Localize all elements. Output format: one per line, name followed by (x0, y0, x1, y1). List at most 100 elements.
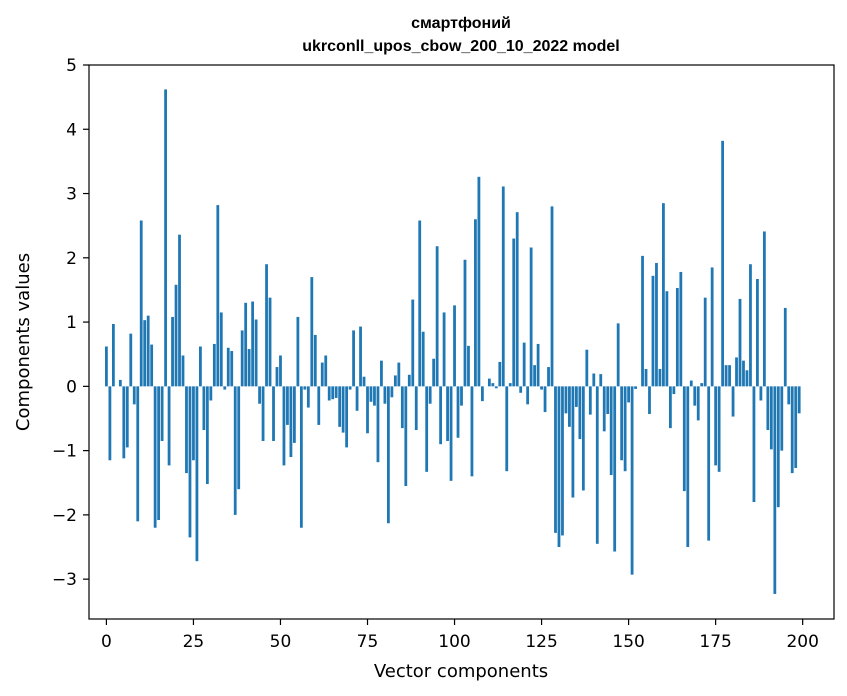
bar (240, 330, 244, 387)
x-tick-label: 200 (786, 632, 818, 652)
bar (731, 386, 735, 417)
bar (390, 386, 394, 398)
bar (630, 386, 634, 575)
bar (783, 307, 787, 387)
bar (324, 355, 328, 387)
plot-frame (88, 64, 835, 620)
bar (759, 386, 763, 401)
bar (470, 386, 474, 477)
x-tick-label: 0 (101, 632, 112, 652)
bar (205, 386, 209, 485)
bar (209, 386, 213, 401)
bar (212, 343, 216, 387)
bar (752, 386, 756, 503)
bar (366, 386, 369, 434)
bar (261, 386, 265, 441)
bar (655, 262, 658, 387)
bar (616, 323, 620, 387)
bar (320, 362, 324, 387)
y-tick-label: 2 (66, 249, 77, 269)
bars-group (105, 89, 801, 594)
bar (641, 255, 644, 387)
bar (602, 386, 606, 432)
bar (609, 386, 613, 476)
bar (550, 206, 554, 387)
y-tick-label: −1 (52, 442, 77, 462)
bar (185, 386, 188, 474)
bar (237, 386, 241, 490)
bar (588, 386, 592, 415)
bar (585, 349, 589, 387)
bar (703, 297, 707, 387)
bar (275, 367, 279, 387)
x-tick-label: 75 (357, 632, 379, 652)
bar (515, 212, 519, 387)
bar (289, 386, 293, 458)
bar (769, 386, 773, 450)
bar (634, 386, 637, 389)
bar (651, 275, 655, 387)
y-tick-label: 3 (66, 185, 77, 205)
bar (397, 362, 401, 387)
bar (780, 386, 784, 451)
bar (414, 386, 418, 431)
bar (794, 386, 798, 468)
bar (581, 386, 585, 491)
bar (331, 386, 335, 400)
bar (474, 219, 477, 387)
bar (498, 361, 502, 387)
bar (132, 386, 136, 405)
bar (160, 386, 164, 441)
y-tick-label: 5 (66, 56, 77, 76)
bar (188, 386, 192, 538)
bar (714, 386, 718, 466)
bar (164, 89, 167, 387)
bar (571, 386, 575, 498)
bar (519, 386, 523, 393)
bar (345, 386, 349, 448)
bar (125, 386, 129, 448)
bar (171, 316, 174, 387)
bar (529, 247, 533, 387)
bar (672, 386, 676, 395)
bar (299, 386, 303, 528)
bar (665, 291, 669, 387)
bar (477, 176, 481, 387)
bar (425, 386, 429, 472)
bar (355, 386, 359, 411)
bar (564, 386, 568, 414)
bar (481, 386, 484, 402)
bar (707, 386, 711, 541)
bar (494, 386, 498, 389)
bar (797, 386, 801, 414)
bar (787, 386, 791, 405)
bar (279, 355, 282, 387)
bar (658, 368, 662, 387)
bar (689, 380, 693, 387)
bar (662, 203, 665, 387)
bar (682, 386, 686, 492)
bar (418, 220, 422, 387)
bar (543, 386, 547, 413)
bar (268, 297, 272, 387)
bar (721, 140, 724, 387)
bar (146, 315, 150, 387)
bar (348, 386, 352, 390)
bar (380, 360, 383, 387)
bar (272, 386, 275, 441)
bar (400, 386, 404, 429)
bar (745, 370, 749, 387)
bar (456, 386, 460, 438)
bar (167, 386, 171, 466)
bar (592, 373, 596, 387)
bar (341, 386, 345, 433)
bar (453, 305, 456, 387)
bar (199, 346, 202, 387)
bar (226, 347, 230, 387)
bar (679, 271, 683, 387)
bar (595, 386, 599, 544)
bar (216, 205, 220, 387)
y-tick-label: 4 (66, 120, 77, 140)
bar (174, 284, 178, 387)
x-tick-label: 100 (438, 632, 470, 652)
